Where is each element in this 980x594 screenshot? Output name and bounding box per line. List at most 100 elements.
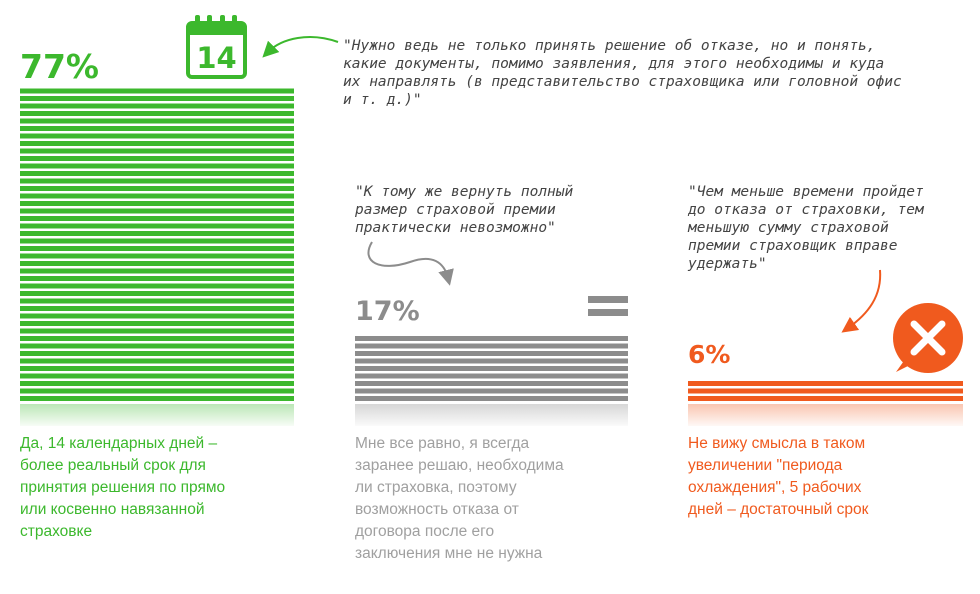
quote-1-line: практически невозможно" [355, 220, 556, 236]
quote-0-line: и т. д.)" [343, 92, 422, 108]
bar-0-stripe [20, 246, 294, 251]
bar-0-stripe [20, 141, 294, 146]
category-label-line: возможность отказа от [355, 501, 519, 518]
category-label-line: ли страховка, поэтому [355, 479, 517, 496]
category-label-2: Не вижу смысла в таком увеличении "перио… [688, 433, 968, 521]
quote-1: "К тому же вернуть полный размер страхов… [354, 184, 582, 236]
category-label-line: более реальный срок для [20, 457, 206, 474]
category-label-line: дней – достаточный срок [688, 501, 869, 518]
bar-0-stripe [20, 118, 294, 124]
quote-2-line: удержать" [687, 256, 767, 272]
category-label-line: принятия решения по прямо [20, 479, 226, 496]
bar-1-stripe [355, 396, 628, 401]
bar-0-stripe [20, 171, 294, 176]
calendar-number: 14 [196, 41, 236, 75]
bar-0-stripe [20, 283, 294, 289]
bar-1 [355, 336, 628, 401]
quote-2: "Чем меньше времени пройдет до отказа от… [687, 184, 932, 272]
category-label-0: Да, 14 календарных дней – более реальный… [20, 433, 310, 543]
bar-0-stripe [20, 276, 294, 281]
bar-2-stripe [688, 388, 963, 394]
bar-0-reflection [20, 404, 294, 426]
category-label-line: охлаждения", 5 рабочих [688, 479, 862, 496]
quote-1-line: "К тому же вернуть полный [355, 184, 574, 200]
bar-0-stripe [20, 126, 294, 131]
value-label-2: 6% [688, 340, 730, 369]
bar-0-stripe [20, 381, 294, 386]
bar-0-stripe [20, 268, 294, 274]
bar-0-stripe [20, 88, 294, 94]
bar-1-stripe [355, 351, 628, 356]
bar-0-stripe [20, 231, 294, 236]
calendar-icon: 14 [186, 15, 247, 79]
category-label-line: или косвенно навязанной [20, 501, 205, 518]
bar-0-stripe [20, 148, 294, 154]
bar-0-stripe [20, 216, 294, 221]
arrow-green [262, 36, 339, 58]
bar-0-stripe [20, 313, 294, 319]
quote-0-line: "Нужно ведь не только принять решение об… [343, 38, 876, 54]
category-label-1: Мне все равно, я всегда заранее решаю, н… [355, 433, 645, 565]
bar-0-stripe [20, 193, 294, 199]
bar-2-stripe [688, 381, 963, 386]
category-label-line: Не вижу смысла в таком [688, 435, 866, 452]
bar-0-stripe [20, 336, 294, 341]
bar-0-stripe [20, 96, 294, 101]
bar-0-stripe [20, 201, 294, 206]
bar-0-stripe [20, 396, 294, 401]
quote-0: "Нужно ведь не только принять решение об… [343, 38, 910, 108]
quote-0-line: какие документы, помимо заявления, для э… [343, 56, 884, 72]
bar-1-stripe [355, 358, 628, 364]
bar-2 [688, 381, 963, 401]
bar-1-stripe [355, 366, 628, 371]
quote-0-line: их направлять (в представительство страх… [343, 74, 902, 90]
bar-0-stripe [20, 261, 294, 266]
category-label-line: страховке [20, 523, 93, 540]
bar-0-stripe [20, 156, 294, 161]
category-label-line: заключения мне не нужна [355, 545, 543, 562]
bar-0-stripe [20, 321, 294, 326]
bar-0 [20, 88, 294, 401]
bar-0-stripe [20, 343, 294, 349]
equals-icon [588, 296, 628, 316]
bar-0-stripe [20, 253, 294, 259]
quote-2-line: премии страховщик вправе [688, 238, 898, 254]
bar-0-stripe [20, 103, 294, 109]
bar-0-stripe [20, 223, 294, 229]
bar-0-stripe [20, 163, 294, 169]
cross-icon [893, 303, 963, 373]
bar-0-stripe [20, 208, 294, 214]
bar-1-reflection [355, 404, 628, 426]
bar-1-stripe [355, 373, 628, 379]
bar-0-stripe [20, 133, 294, 139]
value-label-1: 17% [355, 296, 420, 327]
category-label-line: договора после его [355, 523, 495, 540]
quote-2-line: "Чем меньше времени пройдет [688, 184, 924, 200]
bar-0-stripe [20, 298, 294, 304]
bar-0-stripe [20, 291, 294, 296]
quote-1-line: размер страховой премии [354, 202, 556, 218]
bar-0-stripe [20, 186, 294, 191]
quote-2-line: меньшую сумму страховой [687, 220, 889, 236]
arrow-gray [367, 241, 454, 286]
bar-0-stripe [20, 306, 294, 311]
bar-2-reflection [688, 404, 963, 426]
category-label-line: Мне все равно, я всегда [355, 435, 530, 452]
category-label-line: увеличении "периода [688, 457, 843, 474]
value-label-0: 77% [20, 47, 99, 86]
category-label-line: Да, 14 календарных дней – [20, 435, 218, 452]
bar-0-stripe [20, 358, 294, 364]
quote-2-line: до отказа от страховки, тем [687, 202, 925, 218]
bar-0-stripe [20, 328, 294, 334]
bar-0-stripe [20, 111, 294, 116]
bar-1-stripe [355, 381, 628, 386]
bar-2-stripe [688, 396, 963, 401]
bar-0-stripe [20, 388, 294, 394]
bar-1-stripe [355, 343, 628, 349]
bar-0-stripe [20, 366, 294, 371]
arrow-orange [841, 269, 882, 333]
bar-0-stripe [20, 238, 294, 244]
bar-1-stripe [355, 388, 628, 394]
category-label-line: заранее решаю, необходима [355, 457, 564, 474]
